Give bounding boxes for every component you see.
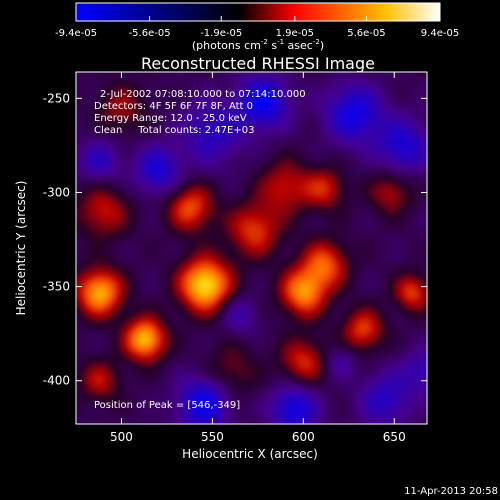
colorbar-tick-label: 9.4e-05	[421, 28, 459, 39]
info-energy-range: Energy Range: 12.0 - 25.0 keV	[94, 113, 247, 124]
date-stamp: 11-Apr-2013 20:58	[404, 486, 498, 497]
colorbar-tick-label: 1.9e-05	[276, 28, 314, 39]
colorbar-tick-label: 5.6e-05	[347, 28, 385, 39]
observation-info: 2-Jul-2002 07:08:10.000 to 07:14:10.000 …	[94, 89, 306, 136]
x-tick-label: 600	[292, 430, 315, 444]
info-detectors: Detectors: 4F 5F 6F 7F 8F, Att 0	[94, 101, 253, 112]
colorbar-ramp	[75, 2, 441, 22]
x-tick-label: 550	[201, 430, 224, 444]
x-tick-label: 650	[383, 430, 406, 444]
colorbar-ticks: -9.4e-05 -5.6e-05 -1.9e-05 1.9e-05 5.6e-05 9.…	[55, 16, 459, 39]
axis-ticks: 500 550 600 650 -250 -300 -350 -400	[43, 72, 427, 444]
peak-position-label: Position of Peak = [546,-349]	[94, 400, 240, 411]
x-tick-label: 500	[110, 430, 133, 444]
y-tick-label: -250	[43, 91, 70, 105]
colorbar: -9.4e-05 -5.6e-05 -1.9e-05 1.9e-05 5.6e-05 9.…	[55, 2, 459, 52]
chart-title: Reconstructed RHESSI Image	[141, 54, 375, 73]
info-time-range: 2-Jul-2002 07:08:10.000 to 07:14:10.000	[100, 89, 306, 100]
y-axis-label: Heliocentric Y (arcsec)	[14, 181, 28, 316]
colorbar-tick-label: -5.6e-05	[129, 28, 171, 39]
y-tick-label: -400	[43, 374, 70, 388]
colorbar-tick-label: -1.9e-05	[200, 28, 242, 39]
colorbar-tick-label: -9.4e-05	[55, 28, 97, 39]
heatmap-image	[76, 72, 427, 424]
x-axis-label: Heliocentric X (arcsec)	[182, 447, 318, 461]
y-tick-label: -350	[43, 280, 70, 294]
plot-frame	[75, 71, 428, 425]
y-tick-label: -300	[43, 185, 70, 199]
info-clean-counts: Clean Total counts: 2.47E+03	[94, 125, 254, 136]
colorbar-units: (photons cm-2 s-1 asec-2)	[192, 38, 324, 52]
